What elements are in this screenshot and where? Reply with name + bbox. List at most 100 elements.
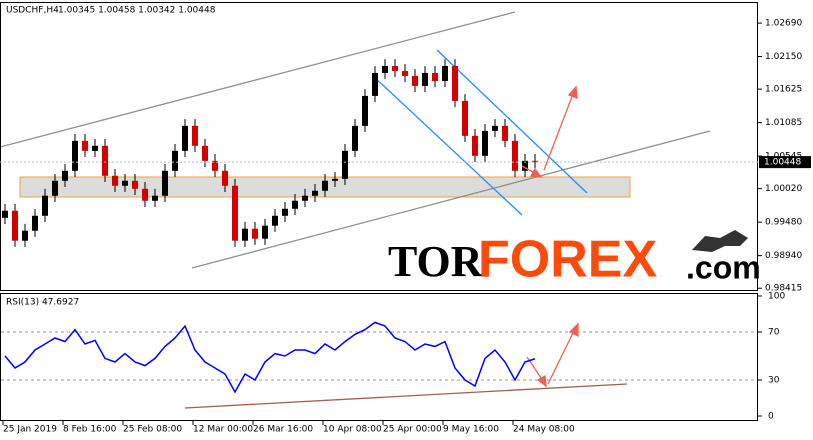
x-tick-label: 25 Jan 2019 xyxy=(3,425,57,435)
y-tick-label: 1.02150 xyxy=(765,52,802,62)
x-tick-label: 26 Mar 16:00 xyxy=(253,425,313,435)
y-tick-label: 1.00020 xyxy=(765,184,802,194)
channel-lower xyxy=(191,130,711,269)
candle-body xyxy=(162,170,168,196)
rsi-line xyxy=(4,321,536,394)
candle-body xyxy=(412,75,418,86)
candle-body xyxy=(42,195,48,216)
channel-upper xyxy=(0,11,516,148)
x-tick-label: 25 Feb 08:00 xyxy=(123,425,182,435)
y-tick-label: 0.99480 xyxy=(765,218,802,228)
candle-body xyxy=(62,170,68,181)
price-label-box xyxy=(759,156,811,169)
rsi-panel xyxy=(0,293,758,421)
candle-body xyxy=(12,210,18,241)
candle-body xyxy=(142,188,148,201)
arrow-up xyxy=(547,330,575,385)
y-tick-label: 0.98940 xyxy=(765,251,802,261)
candle-body xyxy=(362,95,368,126)
y-tick-label: 30 xyxy=(768,376,780,386)
candle-body xyxy=(462,100,468,136)
candle-body xyxy=(52,180,58,196)
candle-body xyxy=(82,140,88,151)
candle-body xyxy=(32,215,38,231)
candle-body xyxy=(322,180,328,191)
candle-body xyxy=(472,135,478,156)
candle-body xyxy=(352,125,358,151)
candle-body xyxy=(492,125,498,131)
x-tick-label: 10 Apr 08:00 xyxy=(323,425,382,435)
bull-icon xyxy=(692,230,748,252)
forecast-arrows xyxy=(521,85,578,178)
symbol-title: USDCHF,H4 xyxy=(6,6,59,16)
candle-body xyxy=(382,65,388,73)
candle-body xyxy=(272,215,278,226)
candle-body xyxy=(172,150,178,171)
candle-body xyxy=(202,145,208,161)
watermark-com: .com xyxy=(686,249,761,285)
arrow-head xyxy=(568,322,579,338)
candle-body xyxy=(192,125,198,146)
watermark: TOR FOREX .com xyxy=(388,231,761,289)
candle-body xyxy=(262,225,268,239)
y-tick-label: 1.02690 xyxy=(765,19,802,29)
candle-body xyxy=(102,145,108,176)
price-panel xyxy=(0,2,758,291)
candle-body xyxy=(22,230,28,241)
down-channel-lower xyxy=(371,74,523,216)
arrow-head xyxy=(536,374,547,388)
watermark-forex: FOREX xyxy=(478,231,657,289)
down-channel-upper xyxy=(436,49,588,194)
candle-body xyxy=(432,72,438,81)
candles xyxy=(2,59,538,247)
y-tick-label: 0.98415 xyxy=(765,284,802,294)
arrow-head xyxy=(529,167,543,178)
candle-body xyxy=(292,200,298,209)
candle-body xyxy=(392,65,398,71)
candle-body xyxy=(212,160,218,171)
candle-body xyxy=(482,130,488,156)
x-tick-label: 8 Feb 16:00 xyxy=(63,425,117,435)
candle-body xyxy=(132,180,138,189)
ohlc-text: 1.00345 1.00458 1.00342 1.00448 xyxy=(58,6,216,16)
y-tick-label: 100 xyxy=(768,292,785,302)
candle-body xyxy=(232,185,238,241)
arrow-head xyxy=(567,85,578,99)
candle-body xyxy=(152,195,158,201)
candle-body xyxy=(372,72,378,96)
candle-body xyxy=(282,208,288,216)
candle-body xyxy=(112,175,118,186)
rsi-trendline xyxy=(184,383,628,409)
y-tick-label: 1.01625 xyxy=(765,85,802,95)
candle-body xyxy=(2,210,8,218)
y-tick-label: 1.01085 xyxy=(765,118,802,128)
candle-body xyxy=(332,178,338,181)
candle-body xyxy=(532,160,538,163)
candle-body xyxy=(502,125,508,141)
candle-body xyxy=(182,125,188,151)
candle-body xyxy=(342,150,348,179)
watermark-tor: TOR xyxy=(388,237,484,286)
rsi-title: RSI(13) 47.6927 xyxy=(6,298,79,308)
candle-body xyxy=(302,195,308,201)
candle-body xyxy=(522,160,528,171)
x-tick-label: 12 Mar 00:00 xyxy=(193,425,253,435)
x-tick-label: 25 Apr 00:00 xyxy=(383,425,442,435)
candle-body xyxy=(252,228,258,239)
candle-body xyxy=(512,140,518,171)
price-label: 1.00448 xyxy=(764,158,801,168)
candle-body xyxy=(222,170,228,186)
candle-body xyxy=(422,72,428,86)
x-tick-label: 9 May 16:00 xyxy=(443,425,499,435)
candle-body xyxy=(312,190,318,196)
candle-body xyxy=(122,180,128,186)
candle-body xyxy=(92,145,98,151)
candle-body xyxy=(242,228,248,241)
candle-body xyxy=(402,70,408,76)
candle-body xyxy=(72,140,78,171)
candle-body xyxy=(442,65,448,81)
y-tick-label: 70 xyxy=(768,328,780,338)
candle-body xyxy=(452,65,458,101)
